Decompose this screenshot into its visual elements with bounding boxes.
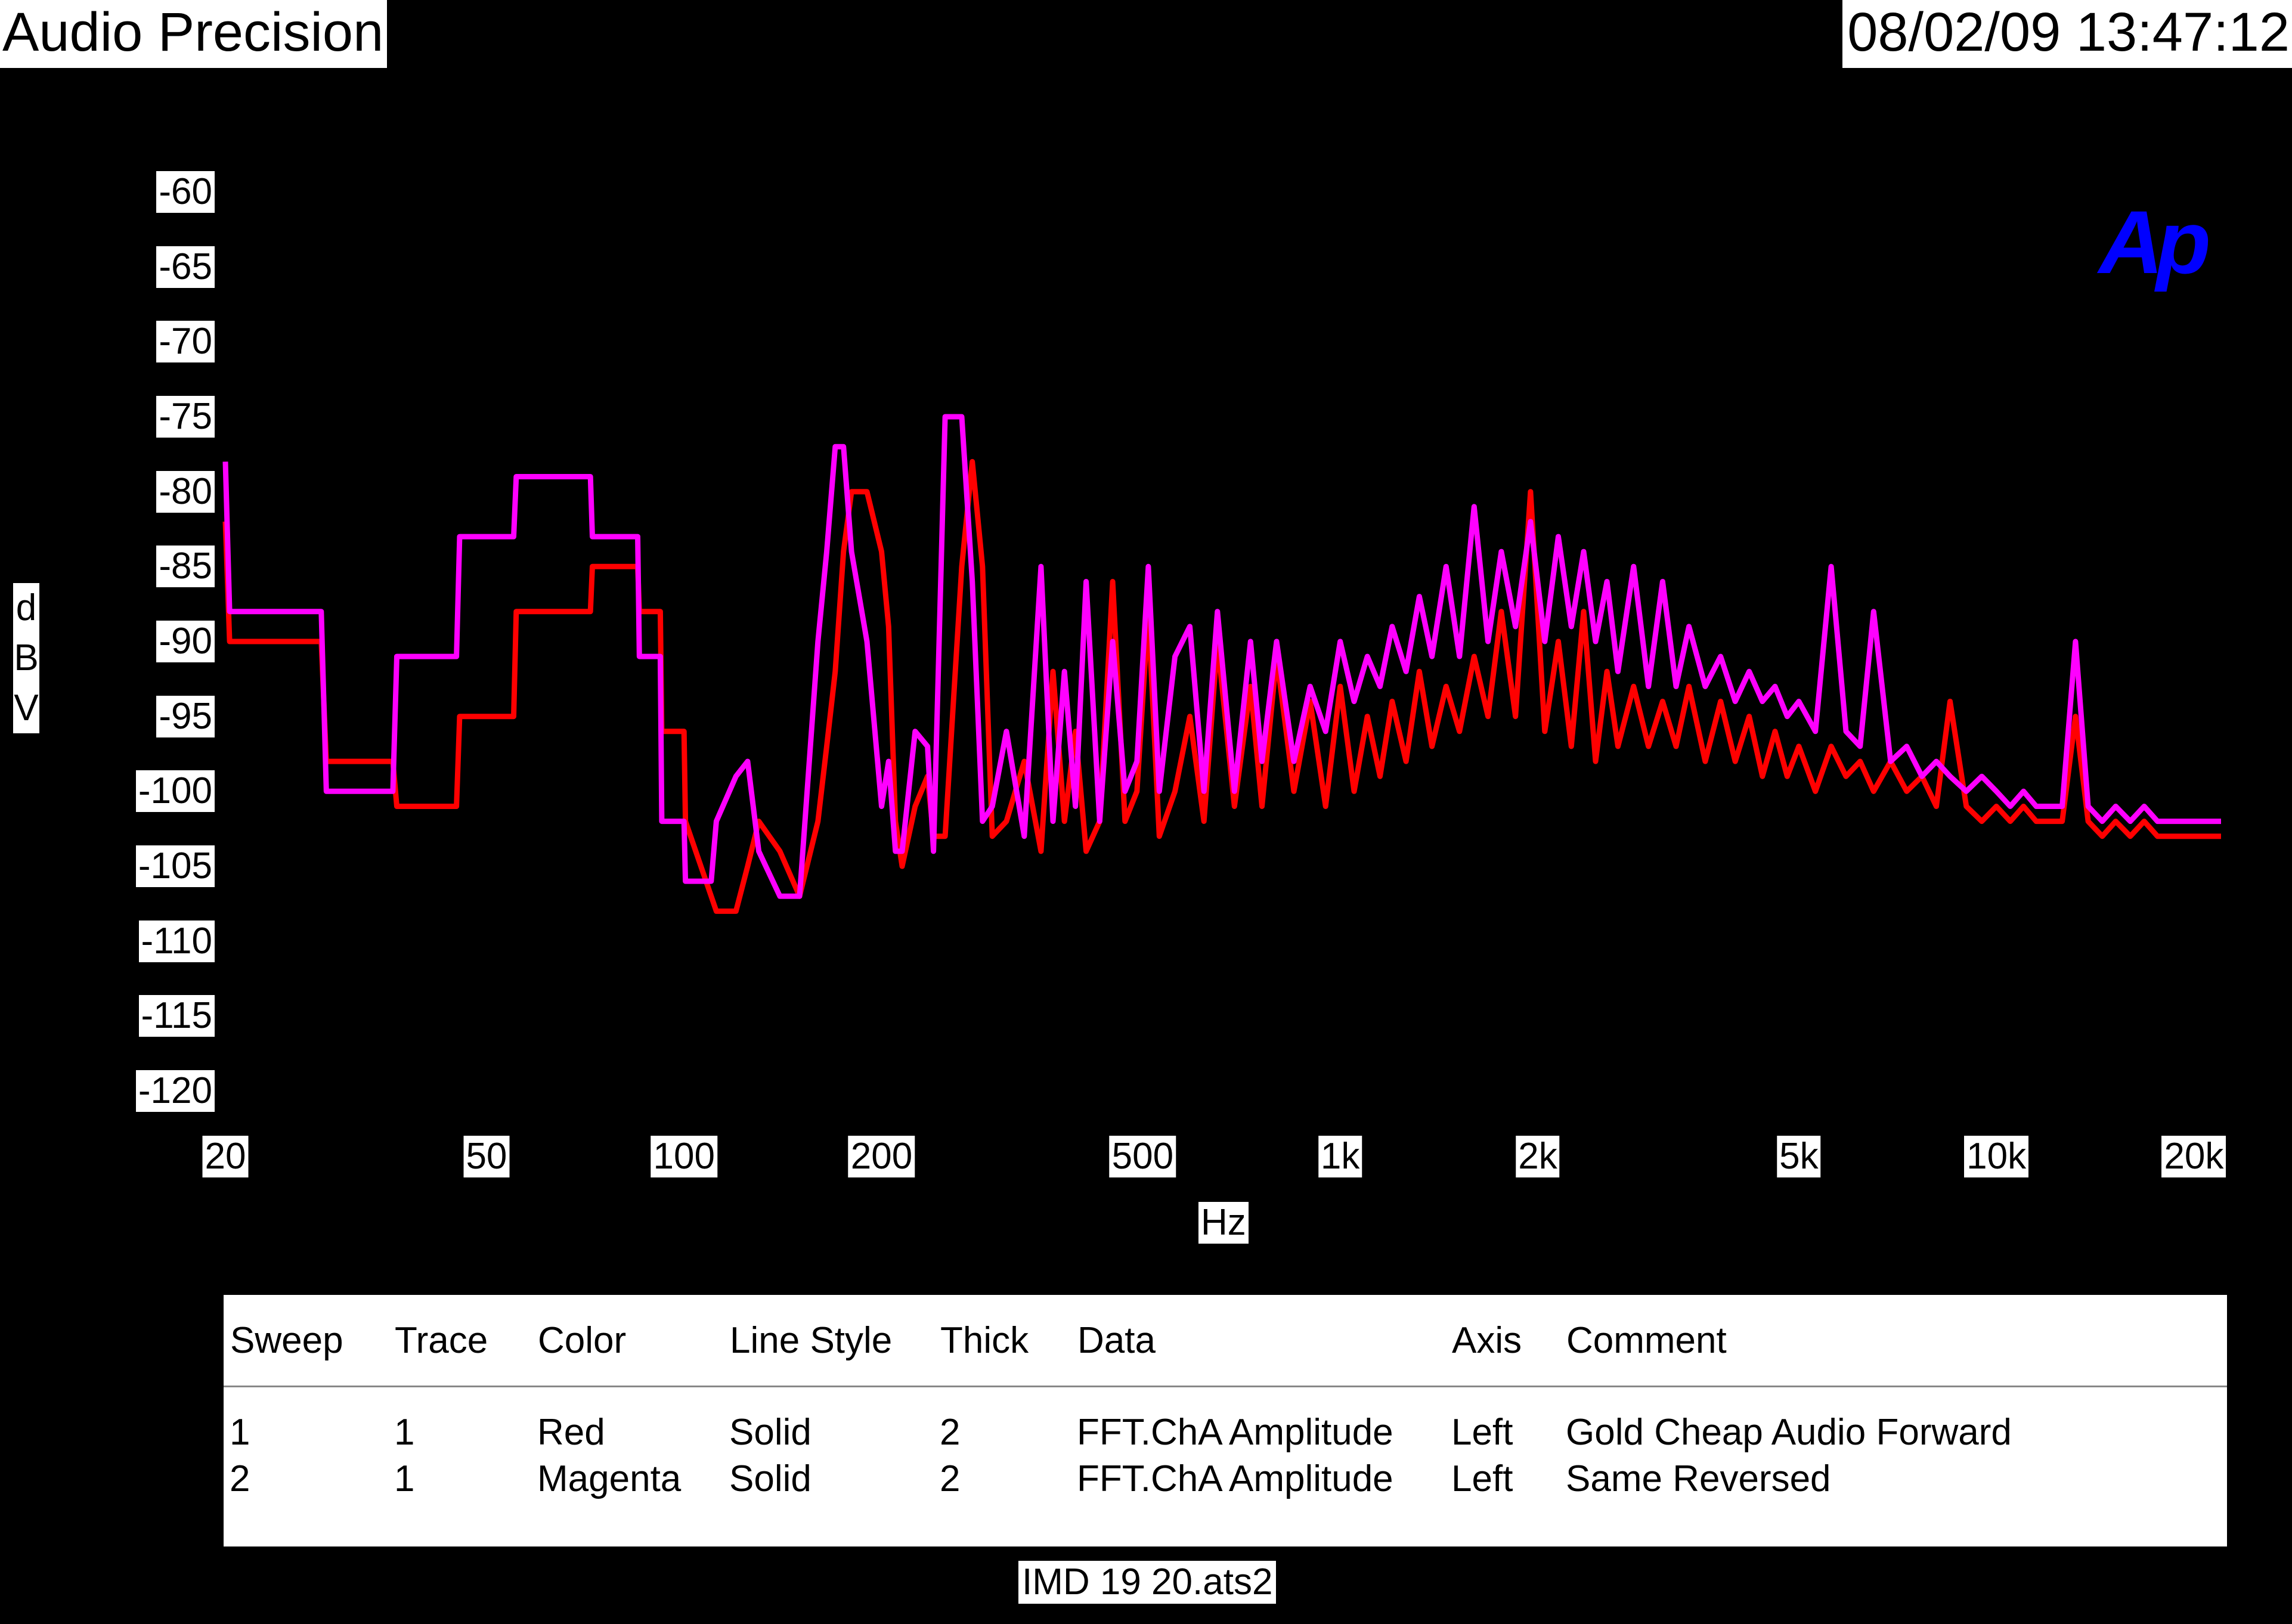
legend-header-line-style: Line Style bbox=[730, 1319, 893, 1361]
ap-logo: Ap bbox=[2099, 192, 2211, 292]
x-tick-label: 5k bbox=[1777, 1136, 1821, 1177]
legend-header-axis: Axis bbox=[1452, 1319, 1522, 1361]
y-tick-label: -110 bbox=[138, 920, 215, 962]
legend-table: Sweep Trace Color Line Style Thick Data … bbox=[230, 1295, 2221, 1502]
x-tick-label: 500 bbox=[1109, 1136, 1176, 1177]
legend-cell-sweep: 1 bbox=[230, 1412, 250, 1453]
legend-header-comment: Comment bbox=[1566, 1319, 1727, 1361]
x-tick-label: 200 bbox=[848, 1136, 915, 1177]
legend-cell-data: FFT.ChA Amplitude bbox=[1077, 1412, 1393, 1453]
legend-cell-line-style: Solid bbox=[729, 1458, 812, 1499]
legend-cell-comment: Gold Cheap Audio Forward bbox=[1566, 1412, 2012, 1453]
y-tick-label: -120 bbox=[135, 1070, 215, 1112]
x-tick-label: 100 bbox=[651, 1136, 717, 1177]
y-tick-label: -70 bbox=[156, 321, 215, 363]
x-tick-label: 10k bbox=[1964, 1136, 2029, 1177]
legend-header-color: Color bbox=[538, 1319, 627, 1361]
legend-header-sweep: Sweep bbox=[230, 1319, 343, 1361]
legend-cell-sweep: 2 bbox=[230, 1458, 250, 1499]
y-tick-label: -80 bbox=[156, 470, 215, 513]
x-axis-label: Hz bbox=[1198, 1202, 1249, 1244]
y-axis-label-letter: V bbox=[14, 687, 39, 729]
y-tick-label: -65 bbox=[156, 246, 215, 288]
x-tick-label: 20 bbox=[202, 1136, 249, 1177]
legend-cell-axis: Left bbox=[1451, 1458, 1513, 1499]
filename-label: IMD 19 20.ats2 bbox=[1018, 1561, 1277, 1604]
series-line-2 bbox=[222, 414, 2221, 899]
legend-row: 1 1 Red Solid 2 FFT.ChA Amplitude Left G… bbox=[230, 1409, 2221, 1456]
y-tick-label: -90 bbox=[156, 621, 215, 662]
y-tick-label: -115 bbox=[138, 995, 215, 1037]
legend-row: 2 1 Magenta Solid 2 FFT.ChA Amplitude Le… bbox=[230, 1456, 2221, 1502]
legend-panel: Sweep Trace Color Line Style Thick Data … bbox=[224, 1295, 2227, 1546]
legend-header-trace: Trace bbox=[395, 1319, 488, 1361]
series-line-1 bbox=[222, 458, 2221, 914]
legend-cell-thick: 2 bbox=[940, 1412, 961, 1453]
x-tick-label: 50 bbox=[463, 1136, 510, 1177]
legend-cell-thick: 2 bbox=[940, 1458, 961, 1499]
legend-cell-trace: 1 bbox=[394, 1458, 415, 1499]
x-tick-label: 1k bbox=[1318, 1136, 1362, 1177]
y-axis-label-letter: d bbox=[16, 587, 37, 628]
legend-divider bbox=[224, 1386, 2227, 1387]
legend-cell-axis: Left bbox=[1451, 1412, 1513, 1453]
x-tick-label: 20k bbox=[2161, 1136, 2226, 1177]
y-tick-label: -95 bbox=[156, 695, 215, 737]
series-layer bbox=[222, 414, 2221, 914]
legend-cell-color: Red bbox=[537, 1412, 605, 1453]
legend-header-data: Data bbox=[1077, 1319, 1156, 1361]
legend-header-row: Sweep Trace Color Line Style Thick Data … bbox=[230, 1295, 2221, 1386]
y-tick-label: -85 bbox=[156, 546, 215, 588]
legend-cell-line-style: Solid bbox=[729, 1412, 812, 1453]
timestamp: 08/02/09 13:47:12 bbox=[1842, 0, 2292, 68]
legend-header-thick: Thick bbox=[940, 1319, 1029, 1361]
legend-cell-color: Magenta bbox=[537, 1458, 682, 1499]
y-tick-label: -60 bbox=[156, 171, 215, 213]
x-tick-label: 2k bbox=[1516, 1136, 1560, 1177]
y-tick-label: -100 bbox=[135, 770, 215, 813]
y-tick-label: -75 bbox=[156, 396, 215, 438]
app-title: Audio Precision bbox=[0, 0, 388, 68]
y-axis-label-letter: B bbox=[14, 637, 39, 678]
legend-cell-trace: 1 bbox=[394, 1412, 415, 1453]
y-tick-label: -105 bbox=[135, 845, 215, 887]
legend-cell-data: FFT.ChA Amplitude bbox=[1077, 1458, 1393, 1499]
legend-cell-comment: Same Reversed bbox=[1566, 1458, 1831, 1499]
